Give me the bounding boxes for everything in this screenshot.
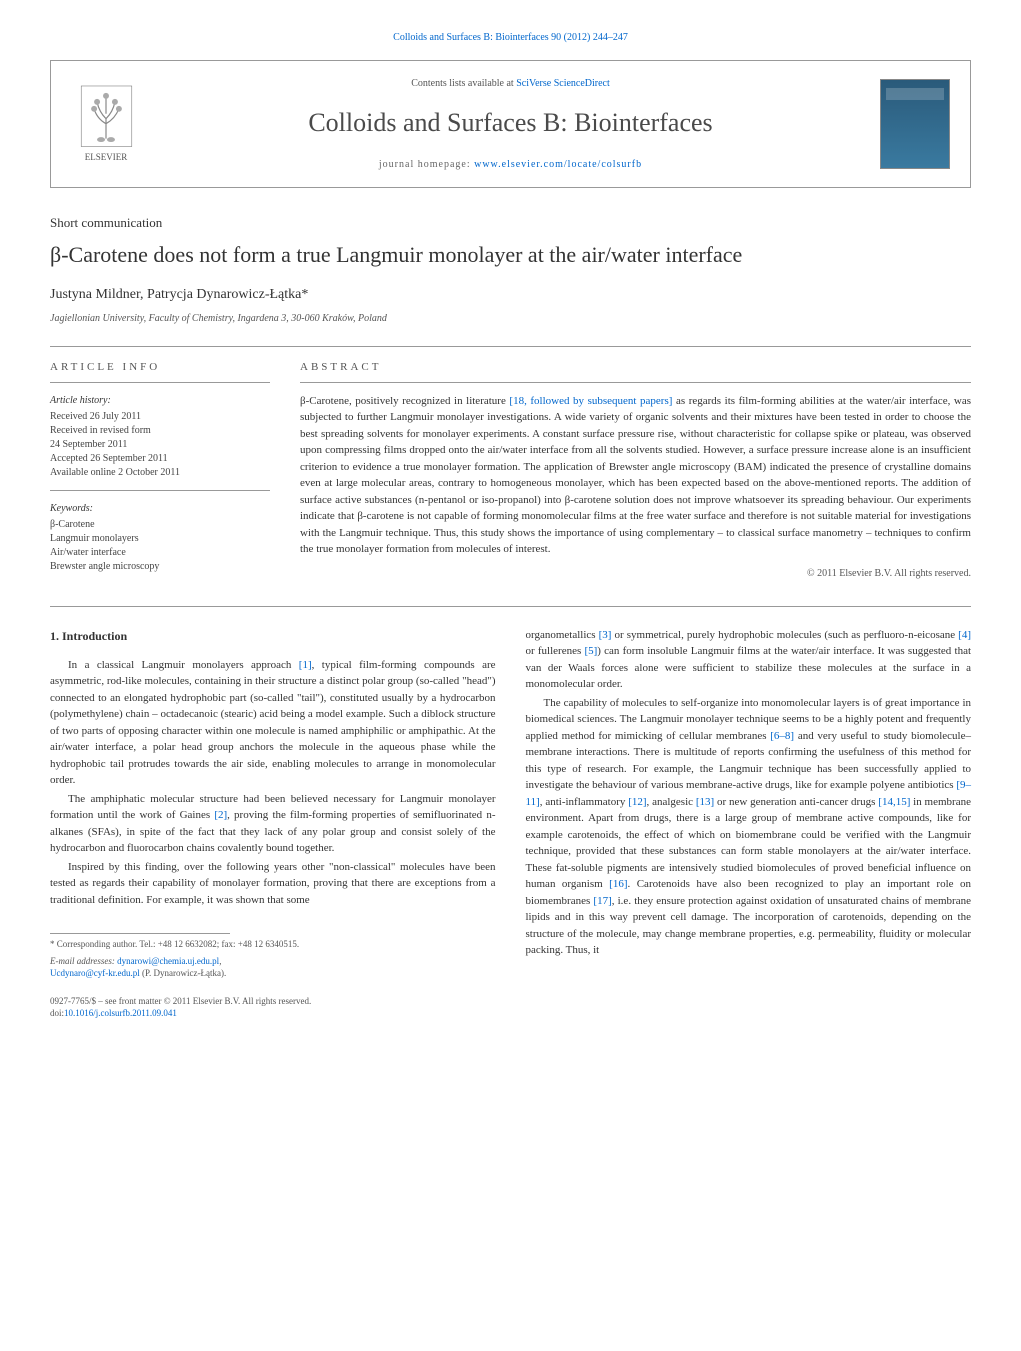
citation-link[interactable]: [2] bbox=[214, 809, 227, 821]
abstract-heading: ABSTRACT bbox=[300, 359, 971, 383]
history-text: Received 26 July 2011 Received in revise… bbox=[50, 410, 270, 480]
p-text: , typical film-forming compounds are asy… bbox=[50, 659, 496, 787]
citation-link[interactable]: [5] bbox=[584, 645, 597, 657]
p-text: or fullerenes bbox=[526, 645, 585, 657]
doi-label: doi: bbox=[50, 1008, 64, 1018]
copyright: © 2011 Elsevier B.V. All rights reserved… bbox=[300, 566, 971, 581]
doi-link[interactable]: 10.1016/j.colsurfb.2011.09.041 bbox=[64, 1008, 177, 1018]
citation-link[interactable]: [3] bbox=[599, 629, 612, 641]
email-suffix: (P. Dynarowicz-Łątka). bbox=[140, 968, 226, 978]
citation-link[interactable]: [18, followed by subsequent papers] bbox=[509, 395, 672, 407]
sciencedirect-link[interactable]: SciVerse ScienceDirect bbox=[516, 78, 610, 89]
p-text: , anti-inflammatory bbox=[540, 796, 628, 808]
citation-link[interactable]: [12] bbox=[628, 796, 646, 808]
abstract-text-1: β-Carotene, positively recognized in lit… bbox=[300, 395, 509, 407]
email-footnote: E-mail addresses: dynarowi@chemia.uj.edu… bbox=[50, 955, 496, 980]
article-title: β-Carotene does not form a true Langmuir… bbox=[50, 241, 971, 270]
body-paragraph: The amphiphatic molecular structure had … bbox=[50, 791, 496, 857]
abstract-text-2: as regards its film-forming abilities at… bbox=[300, 395, 971, 556]
body-paragraph: Inspired by this finding, over the follo… bbox=[50, 859, 496, 909]
email-label: E-mail addresses: bbox=[50, 956, 117, 966]
divider-2 bbox=[50, 606, 971, 607]
abstract-text: β-Carotene, positively recognized in lit… bbox=[300, 393, 971, 558]
citation-link[interactable]: [16] bbox=[609, 878, 627, 890]
right-column: organometallics [3] or symmetrical, pure… bbox=[526, 627, 972, 1020]
divider bbox=[50, 346, 971, 347]
publisher-name: ELSEVIER bbox=[85, 151, 128, 165]
header-box: ELSEVIER Contents lists available at Sci… bbox=[50, 60, 971, 188]
body-paragraph: The capability of molecules to self-orga… bbox=[526, 695, 972, 959]
article-info-heading: ARTICLE INFO bbox=[50, 359, 270, 383]
section-heading: 1. Introduction bbox=[50, 627, 496, 645]
keywords-label: Keywords: bbox=[50, 501, 270, 516]
journal-reference: Colloids and Surfaces B: Biointerfaces 9… bbox=[50, 30, 971, 45]
citation-link[interactable]: [17] bbox=[593, 895, 611, 907]
homepage-prefix: journal homepage: bbox=[379, 159, 474, 170]
history-label: Article history: bbox=[50, 393, 270, 408]
p-text: or symmetrical, purely hydrophobic molec… bbox=[611, 629, 958, 641]
doi-line: doi:10.1016/j.colsurfb.2011.09.041 bbox=[50, 1007, 496, 1020]
p-text: , analgesic bbox=[647, 796, 696, 808]
body-paragraph: organometallics [3] or symmetrical, pure… bbox=[526, 627, 972, 693]
citation-link[interactable]: [4] bbox=[958, 629, 971, 641]
p-text: organometallics bbox=[526, 629, 599, 641]
corresponding-author: * Corresponding author. Tel.: +48 12 663… bbox=[50, 938, 496, 951]
info-abstract-row: ARTICLE INFO Article history: Received 2… bbox=[50, 359, 971, 581]
left-column: 1. Introduction In a classical Langmuir … bbox=[50, 627, 496, 1020]
abstract-column: ABSTRACT β-Carotene, positively recogniz… bbox=[300, 359, 971, 581]
email-link[interactable]: Ucdynaro@cyf-kr.edu.pl bbox=[50, 968, 140, 978]
article-type: Short communication bbox=[50, 213, 971, 233]
keywords-text: β-Carotene Langmuir monolayers Air/water… bbox=[50, 518, 270, 574]
authors: Justyna Mildner, Patrycja Dynarowicz-Łąt… bbox=[50, 284, 971, 305]
article-info-column: ARTICLE INFO Article history: Received 2… bbox=[50, 359, 270, 581]
body-paragraph: In a classical Langmuir monolayers appro… bbox=[50, 657, 496, 789]
citation-link[interactable]: [1] bbox=[299, 659, 312, 671]
journal-cover-thumbnail bbox=[880, 79, 950, 169]
citation-link[interactable]: [14,15] bbox=[878, 796, 910, 808]
citation-link[interactable]: [13] bbox=[696, 796, 714, 808]
homepage-line: journal homepage: www.elsevier.com/locat… bbox=[161, 157, 860, 172]
journal-name: Colloids and Surfaces B: Biointerfaces bbox=[161, 103, 860, 142]
p-text: In a classical Langmuir monolayers appro… bbox=[68, 659, 299, 671]
p-text: or new generation anti-cancer drugs bbox=[714, 796, 878, 808]
citation-link[interactable]: [6–8] bbox=[770, 730, 794, 742]
issn-line: 0927-7765/$ – see front matter © 2011 El… bbox=[50, 995, 496, 1008]
homepage-link[interactable]: www.elsevier.com/locate/colsurfb bbox=[474, 159, 642, 170]
email-sep: , bbox=[219, 956, 221, 966]
footnote-divider bbox=[50, 933, 230, 934]
contents-prefix: Contents lists available at bbox=[411, 78, 516, 89]
contents-line: Contents lists available at SciVerse Sci… bbox=[161, 76, 860, 91]
p-text: Inspired by this finding, over the follo… bbox=[50, 861, 496, 906]
publisher-logo: ELSEVIER bbox=[71, 84, 141, 164]
header-center: Contents lists available at SciVerse Sci… bbox=[161, 76, 860, 172]
body-columns: 1. Introduction In a classical Langmuir … bbox=[50, 627, 971, 1020]
elsevier-tree-icon bbox=[79, 84, 134, 149]
email-link[interactable]: dynarowi@chemia.uj.edu.pl bbox=[117, 956, 219, 966]
affiliation: Jagiellonian University, Faculty of Chem… bbox=[50, 311, 971, 326]
info-divider bbox=[50, 490, 270, 491]
p-text: in membrane environment. Apart from drug… bbox=[526, 796, 972, 891]
